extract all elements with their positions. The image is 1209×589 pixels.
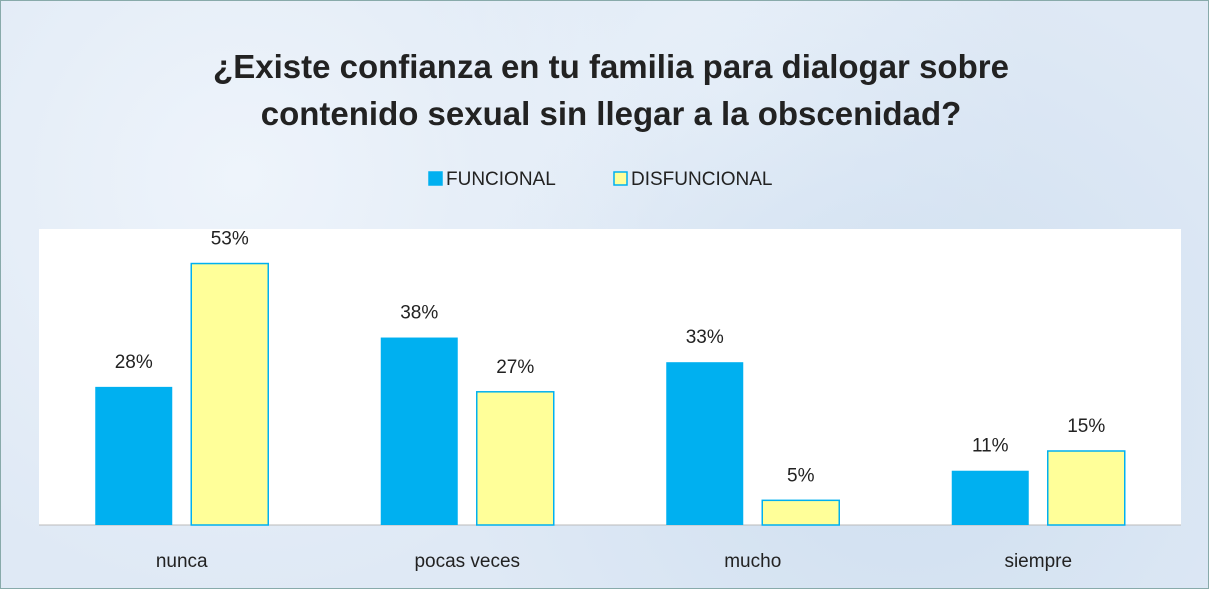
legend-swatch: [428, 171, 443, 186]
data-label: 53%: [211, 229, 249, 250]
bar: [1047, 450, 1126, 526]
bar: [190, 262, 269, 526]
data-label: 27%: [496, 357, 534, 378]
legend-swatch: [613, 171, 628, 186]
x-tick-label: nunca: [156, 551, 208, 572]
x-tick-label: pocas veces: [414, 551, 520, 572]
bar: [761, 499, 840, 526]
legend-label: DISFUNCIONAL: [631, 169, 772, 190]
bar: [476, 391, 555, 526]
x-tick-label: siempre: [1004, 551, 1072, 572]
x-tick-label: mucho: [724, 551, 781, 572]
data-label: 5%: [787, 465, 815, 486]
data-label: 15%: [1067, 416, 1105, 437]
bar: [951, 470, 1029, 525]
data-label: 33%: [686, 327, 724, 348]
legend-label: FUNCIONAL: [446, 169, 556, 190]
bar: [380, 337, 458, 525]
data-label: 11%: [972, 436, 1009, 457]
data-label: 28%: [115, 352, 153, 373]
data-label: 38%: [400, 303, 438, 324]
chart-title: ¿Existe confianza en tu familia para dia…: [213, 48, 1009, 132]
bar: [95, 386, 173, 525]
bar: [666, 362, 744, 525]
